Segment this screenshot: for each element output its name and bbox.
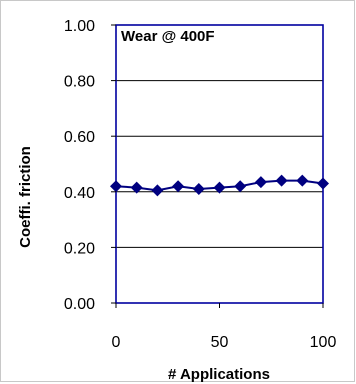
x-tick-label: 100 [310,334,337,351]
data-point [151,184,164,197]
data-point [254,176,267,189]
plot-area-border [115,24,324,304]
y-axis-title: Coeffi. friction [17,146,34,248]
series-layer [110,174,329,197]
y-tick-label: 0.80 [64,74,95,91]
chart-title: Wear @ 400F [121,28,215,45]
data-point [213,181,226,194]
data-point [296,174,309,187]
x-tick-label: 0 [112,334,121,351]
x-axis-ticks: 0 50 100 [112,303,337,351]
data-point [110,180,122,193]
data-point [234,180,247,193]
y-tick-label: 0.00 [64,296,95,313]
data-point [172,180,185,193]
grid-lines [116,24,323,304]
x-axis-title: # Applications [168,366,270,383]
y-tick-label: 0.40 [64,185,95,202]
data-point [317,177,329,190]
y-tick-label: 0.20 [64,240,95,257]
data-point [275,174,288,187]
y-axis-ticks: 0.00 0.20 0.40 0.60 0.80 1.00 [64,18,116,313]
data-point [130,181,143,194]
y-tick-label: 0.60 [64,129,95,146]
y-tick-label: 1.00 [64,18,95,35]
data-point [192,183,205,196]
x-tick-label: 50 [211,334,229,351]
